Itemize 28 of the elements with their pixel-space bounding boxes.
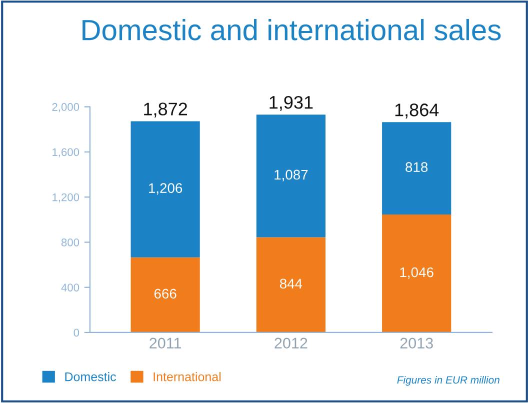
x-tick-label: 2013 [400,338,433,349]
chart-title: Domestic and international sales [82,18,501,40]
y-tick-label: 1,200 [52,193,80,203]
bar [130,257,200,332]
data-label: 844 [280,278,302,289]
x-tick-label: 2011 [150,338,181,349]
bar [382,214,452,332]
bar [256,237,326,332]
data-label: 1,087 [274,170,308,182]
data-label: 818 [406,162,428,172]
bar [382,122,452,214]
y-tick-label: 0 [74,328,80,337]
y-tick-label: 2,000 [52,103,80,112]
x-tick-label: 2012 [274,338,308,349]
total-label: 1,864 [395,104,439,118]
y-tick-label: 400 [61,284,80,292]
data-label: 666 [154,288,176,299]
total-label: 1,931 [270,96,313,111]
y-tick-label: 1,600 [52,148,80,158]
bar [130,121,200,258]
legend-label: Domestic [65,372,116,382]
text: Figures in EUR million [397,376,500,386]
legend-label: International [154,372,221,382]
data-label: 1,046 [400,267,434,279]
y-tick-label: 800 [61,238,80,246]
bar [256,114,326,238]
data-label: 1,206 [148,183,182,195]
total-label: 1,872 [144,102,187,118]
